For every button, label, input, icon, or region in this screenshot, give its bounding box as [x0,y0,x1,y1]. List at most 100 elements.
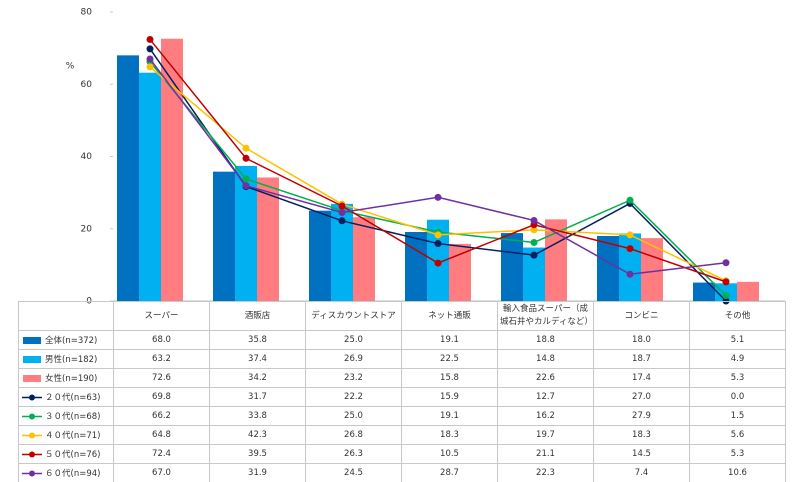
point [530,251,538,259]
value-cell: 5.3 [689,368,786,388]
category-label: コンビニ [593,301,690,331]
value-cell: 26.9 [305,349,402,369]
category-label: 酒販店 [209,301,306,331]
legend-swatch [22,470,42,477]
value-cell: 68.0 [113,330,210,350]
value-cell: 21.1 [497,444,594,464]
value-cell: 5.1 [689,330,786,350]
legend-swatch [23,356,41,363]
value-cell: 14.8 [497,349,594,369]
legend-key [23,356,41,363]
point [530,216,538,224]
point [626,196,634,204]
value-cell: 18.8 [497,330,594,350]
legend-key [23,375,41,382]
table-header-row: スーパー 酒販店 ディスカウントストア ネット通販 輸入食品スーパー（成城石井やカルディ… [18,301,786,331]
bar [139,72,161,301]
table-row: ５０代(n=76) 72.4 39.5 26.3 10.5 21.1 14.5 5.3 [18,444,786,464]
value-cell: 34.2 [209,368,306,388]
category-label: ディスカウントストア [305,301,402,331]
value-cell: 19.1 [401,406,498,426]
bar [523,247,545,301]
value-cell: 26.8 [305,425,402,445]
point [242,154,250,162]
point [722,292,730,300]
point [338,208,346,216]
value-cell: 22.3 [497,463,594,482]
bar [117,55,139,301]
legend-label: 女性(n=190) [45,374,98,384]
value-cell: 26.3 [305,444,402,464]
value-cell: 12.7 [497,387,594,407]
y-axis-label: % [66,62,75,72]
legend-cell: 男性(n=182) [18,349,114,369]
value-cell: 5.3 [689,444,786,464]
point [242,182,250,190]
bar [331,203,353,301]
data-table: スーパー 酒販店 ディスカウントストア ネット通販 輸入食品スーパー（成城石井やカルディ… [18,301,786,482]
value-cell: 25.0 [305,406,402,426]
point [626,245,634,253]
legend-cell: ４０代(n=71) [18,425,114,445]
point [338,202,346,210]
value-cell: 66.2 [113,406,210,426]
table-corner [18,301,114,331]
value-cell: 33.8 [209,406,306,426]
legend-label: ３０代(n=68) [45,412,101,422]
legend-swatch [23,337,41,344]
value-cell: 64.8 [113,425,210,445]
point [434,231,442,239]
value-cell: 22.2 [305,387,402,407]
value-cell: 19.7 [497,425,594,445]
legend-swatch [22,451,42,458]
point [434,259,442,267]
value-cell: 18.3 [593,425,690,445]
bar [309,210,331,301]
bar [449,243,471,301]
y-tick-label: 40 [81,152,93,162]
value-cell: 1.5 [689,406,786,426]
point [434,240,442,248]
bar [405,232,427,301]
table-row: ２０代(n=63) 69.8 31.7 22.2 15.9 12.7 27.0 0.0 [18,387,786,407]
point [530,238,538,246]
category-label: その他 [689,301,786,331]
legend-cell: 全体(n=372) [18,330,114,350]
value-cell: 0.0 [689,387,786,407]
bar [737,281,759,301]
value-cell: 5.6 [689,425,786,445]
value-cell: 15.8 [401,368,498,388]
value-cell: 28.7 [401,463,498,482]
y-tick-label: 80 [81,8,93,18]
legend-key [29,413,35,420]
bar [597,235,619,301]
legend-swatch [23,375,41,382]
point [242,175,250,183]
point [146,35,154,43]
value-cell: 22.5 [401,349,498,369]
value-cell: 67.0 [113,463,210,482]
value-cell: 72.4 [113,444,210,464]
legend-swatch [22,394,42,401]
legend-swatch [22,432,42,439]
bar [161,38,183,302]
y-tick-label: 60 [81,80,93,90]
legend-key [29,394,35,401]
value-cell: 27.0 [593,387,690,407]
legend-label: ４０代(n=71) [45,431,101,441]
value-cell: 14.5 [593,444,690,464]
value-cell: 69.8 [113,387,210,407]
table-row: 男性(n=182) 63.2 37.4 26.9 22.5 14.8 18.7 4.9 [18,349,786,369]
table-row: ３０代(n=68) 66.2 33.8 25.0 19.1 16.2 27.9 1.5 [18,406,786,426]
value-cell: 7.4 [593,463,690,482]
table-row: ４０代(n=71) 64.8 42.3 26.8 18.3 19.7 18.3 5.6 [18,425,786,445]
bar [641,238,663,301]
legend-label: 男性(n=182) [45,355,98,365]
point [146,63,154,71]
bar [501,233,523,301]
legend-swatch [22,413,42,420]
value-cell: 31.9 [209,463,306,482]
legend-cell: ３０代(n=68) [18,406,114,426]
value-cell: 18.0 [593,330,690,350]
